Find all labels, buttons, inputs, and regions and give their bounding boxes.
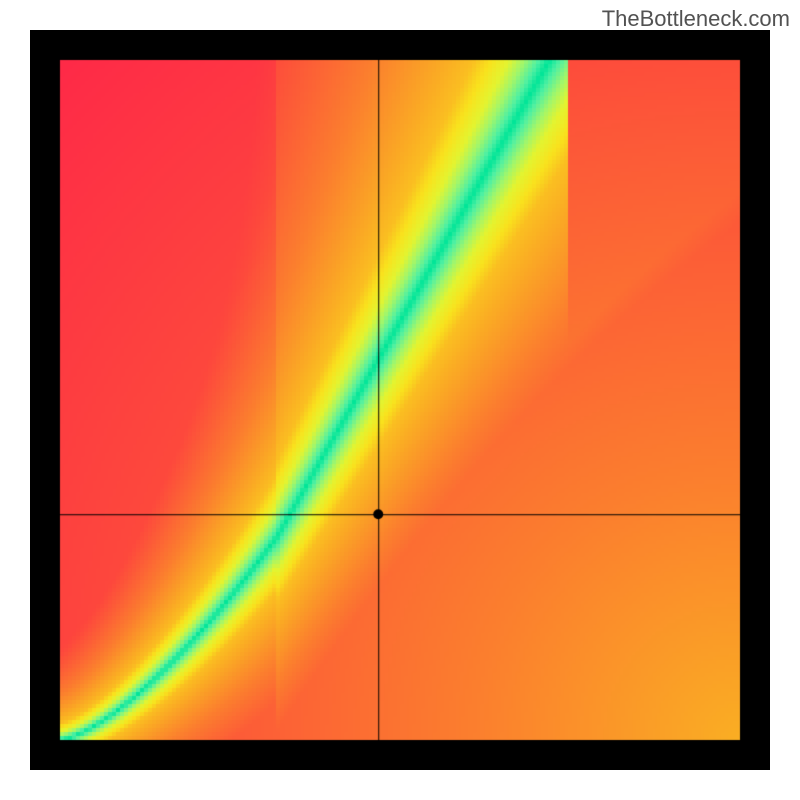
chart-container: TheBottleneck.com	[0, 0, 800, 800]
bottleneck-heatmap	[30, 30, 770, 770]
watermark-text: TheBottleneck.com	[602, 6, 790, 32]
